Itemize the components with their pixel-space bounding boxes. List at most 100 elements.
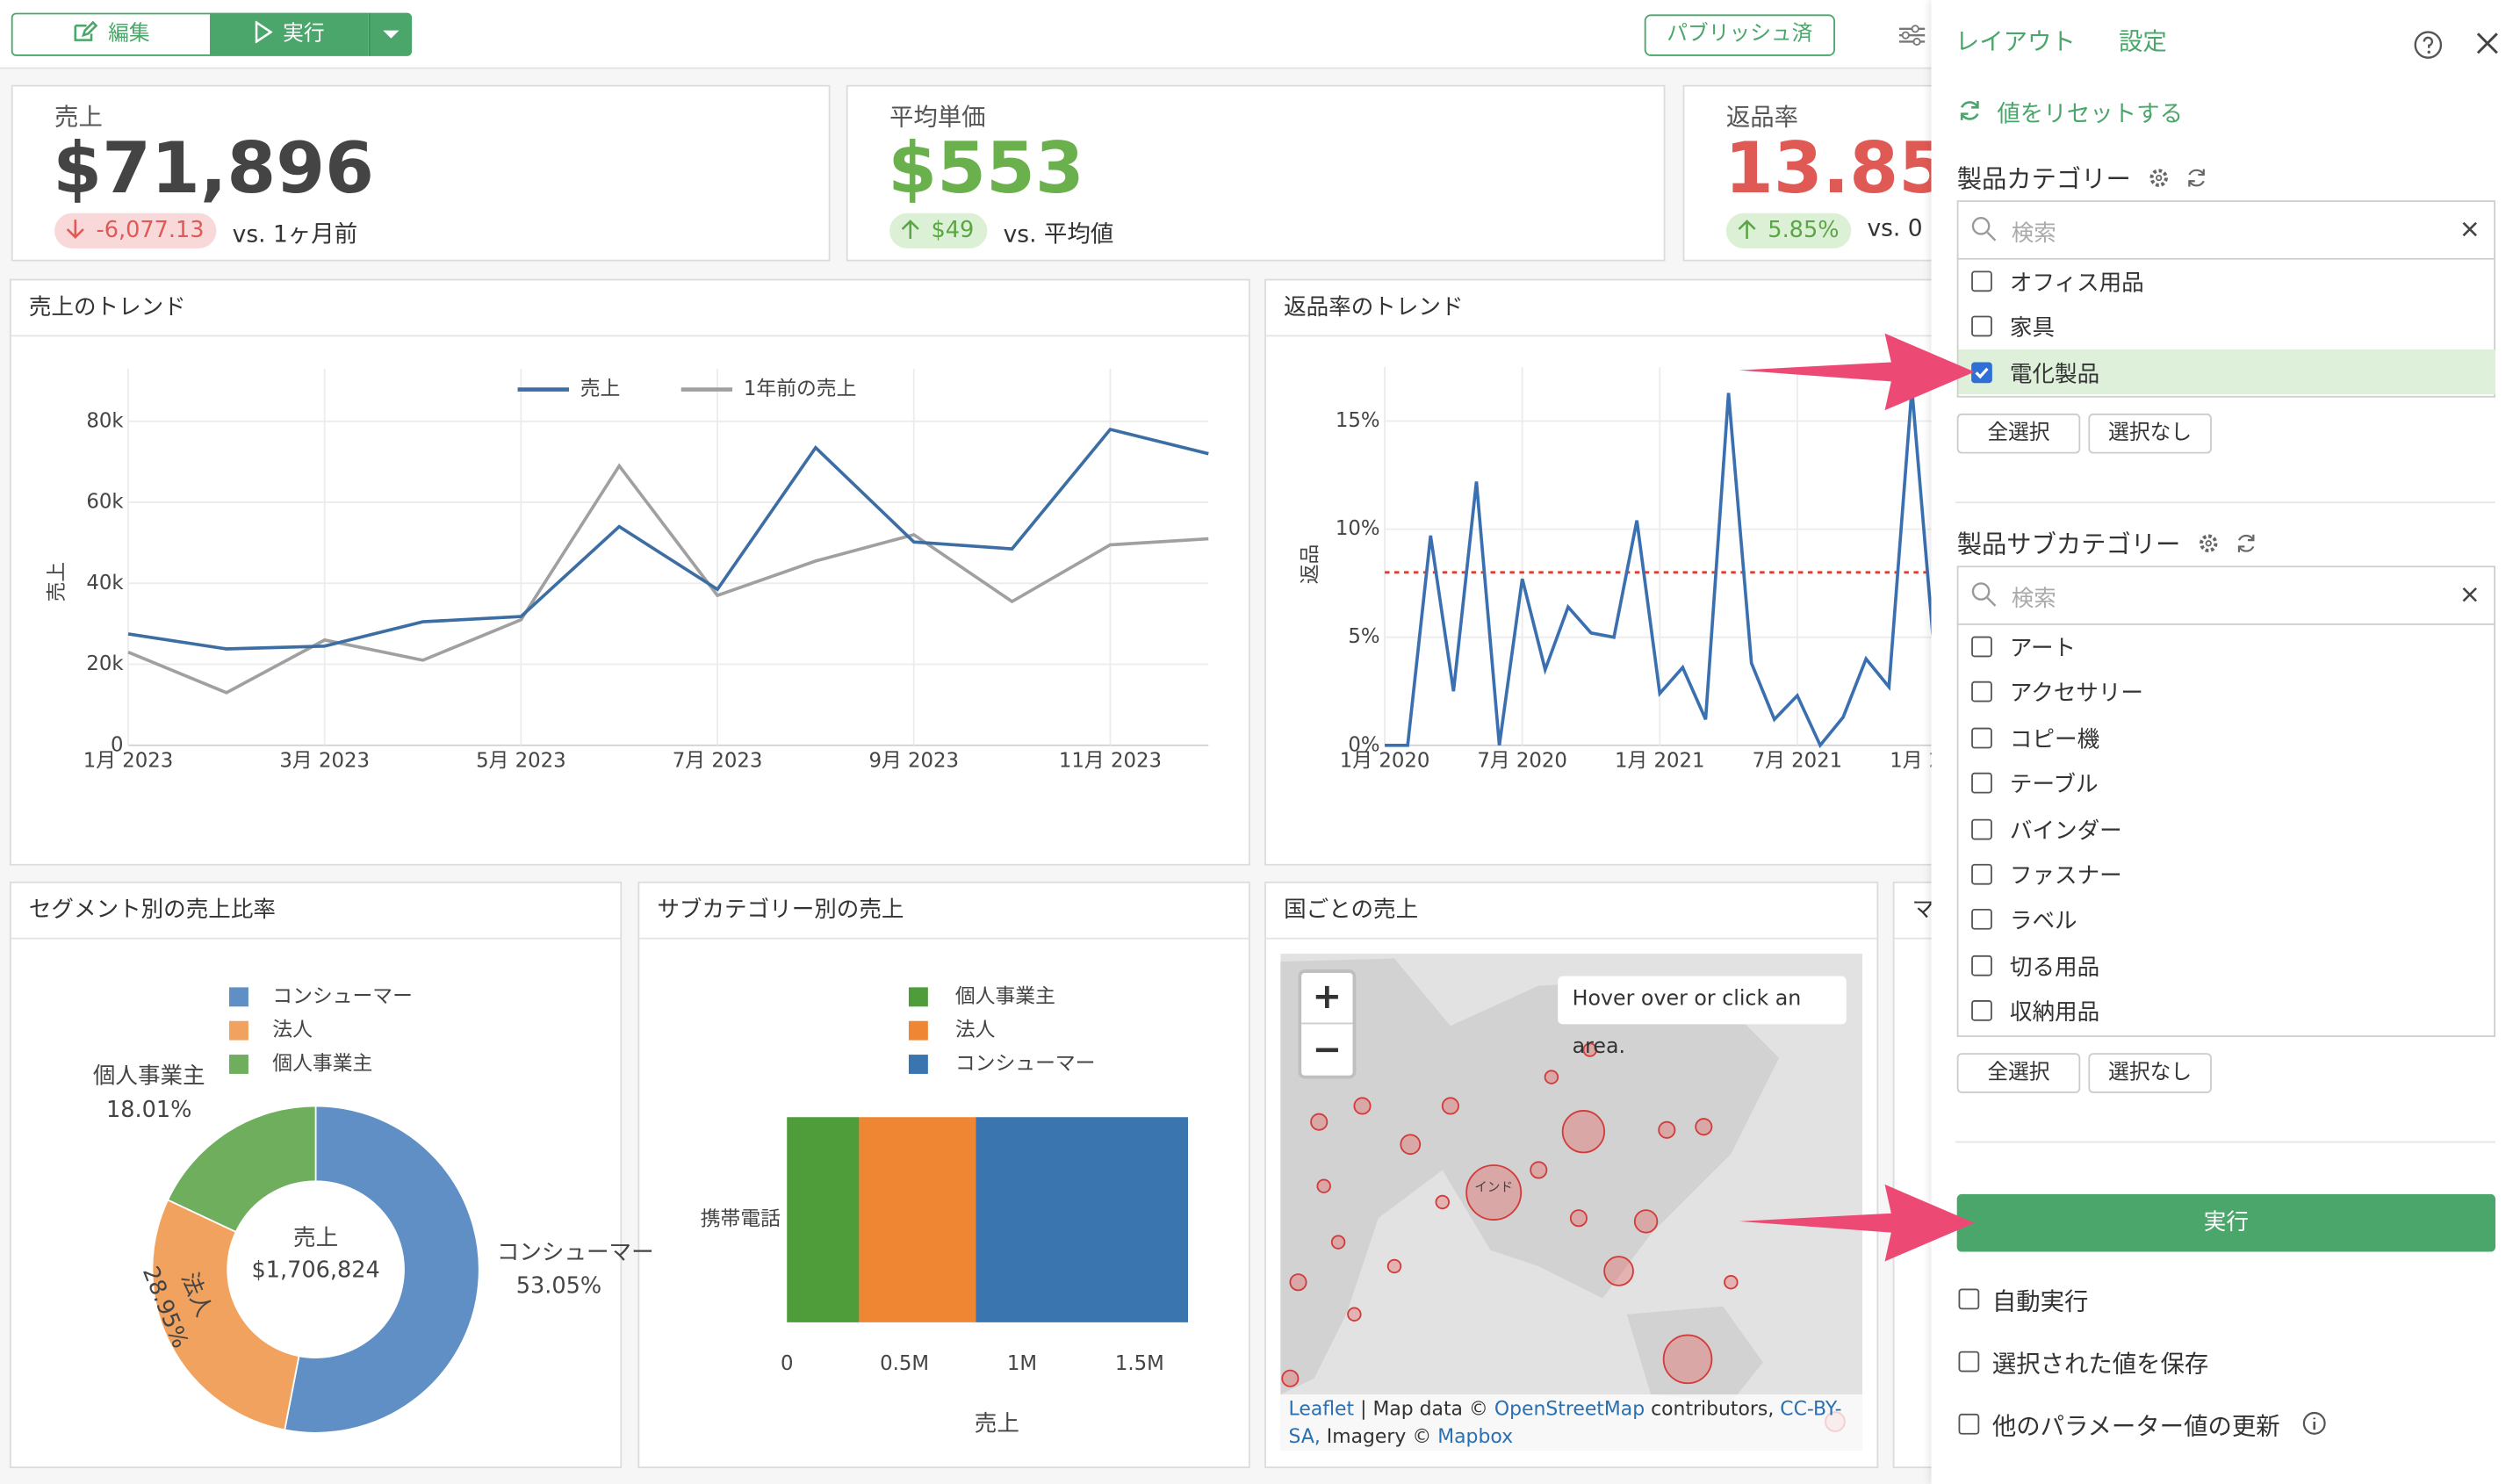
gear-icon bbox=[2200, 534, 2218, 552]
kpi-delta: 5.85% bbox=[1768, 218, 1840, 244]
panel-title: 返品率のトレンド bbox=[1265, 280, 1953, 337]
option-label: 家具 bbox=[2009, 316, 2056, 342]
option-row[interactable]: 電化製品 bbox=[1958, 349, 2495, 394]
search-icon bbox=[1971, 582, 1997, 607]
option-row[interactable]: ファスナー bbox=[1959, 851, 2495, 896]
filter-icons[interactable] bbox=[2148, 165, 2212, 191]
option-label: バインダー bbox=[2009, 818, 2122, 845]
checkbox[interactable] bbox=[1971, 773, 1992, 794]
option-row[interactable]: コピー機 bbox=[1959, 715, 2495, 760]
option-row[interactable]: バインダー bbox=[1959, 805, 2495, 850]
checkbox[interactable] bbox=[1971, 1000, 1992, 1022]
zoom-out[interactable]: − bbox=[1312, 1030, 1343, 1071]
filter-icons[interactable] bbox=[2197, 530, 2261, 556]
tab-settings[interactable]: 設定 bbox=[2119, 27, 2167, 56]
clear-path bbox=[2462, 587, 2477, 602]
kpi-delta-badge: 5.85% bbox=[1725, 213, 1853, 249]
map-attribution: Leaflet | Map data © OpenStreetMap contr… bbox=[1280, 1394, 1862, 1452]
select-none-button[interactable]: 選択なし bbox=[2088, 414, 2212, 454]
play-icon bbox=[256, 20, 274, 44]
checkbox[interactable] bbox=[1971, 863, 1992, 885]
checkbox[interactable] bbox=[1971, 681, 1992, 703]
option-label: コピー機 bbox=[2009, 727, 2100, 753]
clear-icon[interactable] bbox=[2460, 220, 2480, 239]
option-row[interactable]: アクセサリー bbox=[1959, 669, 2495, 714]
search-box[interactable]: 検索 bbox=[1956, 200, 2495, 260]
checkbox[interactable] bbox=[1971, 955, 1992, 976]
kpi-label: 平均単価 bbox=[889, 102, 986, 132]
panel-title: サブカテゴリー別の売上 bbox=[639, 883, 1249, 940]
filter-title: 製品カテゴリー bbox=[1956, 165, 2131, 194]
zoom-in[interactable]: + bbox=[1301, 973, 1353, 1025]
attribution-part[interactable]: Mapbox bbox=[1437, 1424, 1514, 1448]
option-row[interactable]: テーブル bbox=[1959, 760, 2495, 805]
panel-title: 国ごとの売上 bbox=[1265, 883, 1877, 940]
select-all-button[interactable]: 全選択 bbox=[1956, 1052, 2081, 1093]
panel: サブカテゴリー別の売上 bbox=[637, 881, 1250, 1468]
panel: 国ごとの売上 bbox=[1264, 881, 1879, 1468]
attribution-part[interactable]: Leaflet bbox=[1288, 1397, 1355, 1421]
check-mark bbox=[1975, 367, 1989, 378]
help-icon[interactable] bbox=[2412, 29, 2445, 61]
settings-icon[interactable] bbox=[1897, 23, 1926, 48]
tab-layout[interactable]: レイアウト bbox=[1955, 27, 2076, 56]
kpi-delta-badge: -6,077.13 bbox=[54, 213, 218, 249]
option-label: オフィス用品 bbox=[2009, 270, 2144, 297]
option-label: アート bbox=[2009, 636, 2077, 662]
attribution-part: Imagery © bbox=[1326, 1424, 1432, 1448]
option-row[interactable]: オフィス用品 bbox=[1959, 258, 2495, 303]
option-list: オフィス用品 家具電化製品 bbox=[1956, 257, 2495, 399]
setting-label: 他のパラメーター値の更新 bbox=[1991, 1412, 2280, 1441]
trend-arrow-path bbox=[901, 220, 919, 239]
checkbox[interactable] bbox=[1971, 362, 1992, 383]
option-label: 切る用品 bbox=[2009, 955, 2100, 981]
checkbox[interactable] bbox=[1971, 818, 1992, 839]
option-row[interactable]: 切る用品 bbox=[1959, 942, 2495, 987]
option-label: 収納用品 bbox=[2009, 1000, 2100, 1027]
refresh-icon bbox=[2237, 534, 2255, 552]
checkbox[interactable] bbox=[1971, 270, 1992, 292]
trend-arrow bbox=[66, 220, 84, 239]
option-list: アートアクセサリーコピー機テーブルバインダーファスナー ラベル切る用品収納用品 bbox=[1956, 623, 2495, 1037]
gear-icon bbox=[2149, 169, 2168, 187]
reset-link[interactable]: 値をリセットする bbox=[1997, 102, 2184, 129]
checkbox[interactable] bbox=[1971, 316, 1992, 338]
refresh-icon bbox=[2188, 169, 2205, 187]
edit-button[interactable]: 編集 bbox=[11, 12, 212, 56]
edit-label: 編集 bbox=[108, 22, 150, 47]
close-icon[interactable] bbox=[2474, 31, 2500, 56]
info-icon[interactable] bbox=[2301, 1410, 2327, 1436]
kpi-label: 返品率 bbox=[1725, 102, 1799, 132]
reset-icon bbox=[1960, 100, 1979, 120]
kpi-value: $71,896 bbox=[53, 128, 375, 211]
checkbox[interactable] bbox=[1971, 909, 1992, 931]
run-button[interactable]: 実行 bbox=[210, 12, 369, 56]
checkbox[interactable] bbox=[1958, 1351, 1980, 1372]
option-label: 電化製品 bbox=[2009, 362, 2100, 388]
select-none-button[interactable]: 選択なし bbox=[2088, 1052, 2212, 1093]
option-row[interactable]: ラベル bbox=[1959, 897, 2495, 941]
check-path bbox=[1975, 367, 1989, 378]
select-all-button[interactable]: 全選択 bbox=[1956, 414, 2081, 454]
side-run-button[interactable]: 実行 bbox=[1956, 1193, 2495, 1252]
attribution-part: | Map data © bbox=[1360, 1397, 1488, 1421]
search-box[interactable]: 検索 bbox=[1956, 566, 2495, 625]
checkbox[interactable] bbox=[1958, 1413, 1980, 1435]
option-row[interactable]: 収納用品 bbox=[1959, 988, 2495, 1033]
separator bbox=[1955, 1141, 2495, 1143]
option-row[interactable]: 家具 bbox=[1959, 304, 2495, 349]
gear-hole bbox=[2156, 174, 2163, 182]
checkbox[interactable] bbox=[1971, 636, 1992, 658]
kpi-delta: $49 bbox=[931, 218, 975, 244]
kpi-delta-badge: $49 bbox=[889, 213, 987, 249]
filter-title: 製品サブカテゴリー bbox=[1956, 530, 2181, 560]
option-row[interactable]: アート bbox=[1959, 623, 2495, 668]
run-dropdown[interactable] bbox=[368, 12, 413, 56]
clear-icon[interactable] bbox=[2460, 585, 2480, 604]
published-badge[interactable]: パブリッシュ済 bbox=[1644, 14, 1835, 56]
attribution-part[interactable]: OpenStreetMap bbox=[1494, 1397, 1645, 1421]
kpi-compare: vs. 0 bbox=[1867, 216, 1923, 242]
checkbox[interactable] bbox=[1958, 1288, 1980, 1310]
checkbox[interactable] bbox=[1971, 727, 1992, 749]
panel: セグメント別の売上比率 bbox=[9, 881, 623, 1468]
